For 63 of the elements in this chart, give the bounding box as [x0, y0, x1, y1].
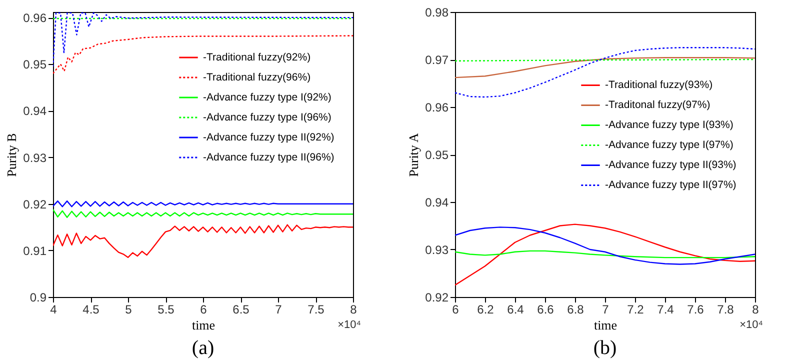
y-tick-label: 0.92 — [425, 290, 449, 304]
y-tick-label: 0.98 — [425, 6, 449, 20]
x-tick-label: 7.2 — [627, 302, 644, 316]
legend-label: -Traditional fuzzy(96%) — [203, 72, 311, 84]
x-tick-label: 4.5 — [82, 302, 100, 316]
x-tick-label: 7 — [275, 302, 282, 316]
line-series — [53, 224, 353, 258]
y-tick-label: 0.95 — [425, 148, 449, 162]
line-series — [455, 224, 755, 286]
line-series — [455, 47, 755, 98]
text: (b) — [593, 337, 617, 359]
x-axis-title: time — [192, 318, 216, 332]
legend-label: -Advance fuzzy type II(97%) — [605, 179, 736, 192]
line-series — [53, 208, 353, 218]
x-axis-title: time — [594, 318, 618, 332]
y-axis-title: Purity A — [406, 132, 422, 177]
text: (a) — [192, 337, 214, 359]
legend-label: -Advance fuzzy type I(97%) — [605, 139, 734, 152]
y-tick-label: 0.93 — [425, 243, 449, 257]
y-tick-label: 0.97 — [425, 53, 449, 67]
legend-label: -Advance fuzzy type I(92%) — [203, 92, 332, 104]
x-tick-label: 6.6 — [537, 302, 554, 316]
y-tick-label: 0.96 — [23, 11, 47, 26]
y-tick-label: 0.95 — [23, 58, 47, 72]
legend-label: -Advance fuzzy type II(96%) — [203, 152, 334, 164]
line-series — [455, 226, 755, 265]
y-tick-label: 0.92 — [23, 197, 47, 212]
x-tick-label: 6.4 — [507, 302, 524, 316]
legend-label: -Traditional fuzzy(93%) — [605, 79, 713, 92]
x-tick-label: 7.5 — [308, 302, 325, 316]
x-tick-label: 7.4 — [657, 302, 674, 316]
y-tick-label: 0.94 — [425, 196, 449, 210]
x-tick-label: 6.5 — [232, 302, 250, 316]
x-tick-label: 6 — [452, 302, 460, 316]
x-tick-label: 5 — [125, 302, 132, 316]
line-series — [455, 57, 755, 78]
x-tick-label: 7.6 — [687, 302, 704, 316]
legend-label: -Advance fuzzy type II(92%) — [203, 132, 334, 144]
x-tick-label: 7.8 — [717, 302, 734, 316]
text: ×10⁴ — [740, 319, 764, 331]
x-tick-label: 6.8 — [567, 302, 584, 316]
x-tick-label: 7 — [602, 302, 610, 316]
y-tick-label: 0.93 — [23, 150, 47, 165]
line-series — [53, 12, 353, 68]
text: ×10⁴ — [338, 319, 362, 331]
x-tick-label: 4 — [50, 302, 58, 316]
line-series — [53, 35, 353, 74]
legend-label: -Advance fuzzy type I(93%) — [605, 119, 734, 132]
x-tick-label: 6 — [200, 302, 208, 316]
legend-label: -Traditonal fuzzy(97%) — [605, 99, 710, 112]
x-tick-label: 8 — [350, 302, 358, 316]
legend-label: -Advance fuzzy type I(96%) — [203, 112, 332, 124]
x-tick-label: 5.5 — [158, 302, 175, 316]
y-tick-label: 0.91 — [23, 244, 47, 258]
y-tick-label: 0.9 — [30, 290, 47, 304]
legend-label: -Advance fuzzy type II(93%) — [605, 159, 736, 172]
y-tick-label: 0.94 — [23, 104, 47, 118]
y-tick-label: 0.96 — [425, 100, 449, 114]
x-tick-label: 8 — [752, 302, 760, 316]
x-tick-label: 6.2 — [477, 302, 494, 316]
line-series — [455, 250, 755, 258]
legend-label: -Traditional fuzzy(92%) — [203, 52, 311, 64]
y-axis-title: Purity B — [4, 132, 20, 177]
